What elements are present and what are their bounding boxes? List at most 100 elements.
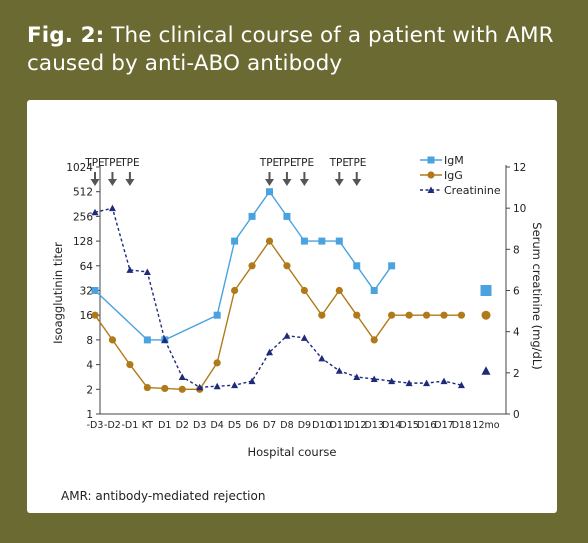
tpe-arrow-head — [282, 179, 292, 186]
tpe-label: TPE — [119, 157, 139, 169]
igg-point — [353, 311, 361, 319]
creatinine-point — [266, 348, 273, 356]
x-axis-label: Hospital course — [247, 445, 336, 459]
creatinine-point — [440, 377, 448, 385]
x-tick-label: D11 — [330, 420, 349, 431]
y-left-tick-label: 512 — [73, 187, 93, 199]
y-right-tick-label: 2 — [513, 368, 520, 380]
y-left-tick-label: 8 — [86, 335, 93, 347]
footnote: AMR: antibody-mediated rejection — [61, 489, 266, 503]
tpe-label: TPE — [329, 157, 349, 169]
creatinine-point — [126, 266, 134, 273]
x-tick-label: -D3 — [87, 420, 104, 431]
creatinine-point — [196, 383, 204, 391]
igg-point — [231, 286, 239, 295]
igg-point — [388, 311, 396, 319]
igg-point — [161, 384, 169, 393]
igm-line — [94, 190, 393, 341]
x-tick-label: D2 — [176, 420, 189, 431]
igm-point — [427, 156, 435, 164]
y-right-tick-label: 0 — [513, 409, 520, 421]
y-right-tick-label: 12 — [513, 162, 526, 174]
x-tick-label: -D1 — [122, 420, 139, 431]
legend-label-creatinine: Creatinine — [444, 184, 501, 197]
tpe-arrow-head — [352, 179, 362, 186]
x-tick-label: D6 — [245, 420, 258, 431]
figure-title-text: The clinical course of a patient with AM… — [27, 23, 554, 76]
igm-point — [231, 237, 239, 245]
creatinine-point — [161, 336, 169, 343]
tpe-arrow-head — [334, 179, 344, 186]
igg-point — [405, 311, 413, 319]
chart-series — [91, 188, 492, 393]
x-tick-label: D16 — [417, 420, 436, 431]
creatinine-point — [178, 373, 186, 380]
creatinine-point — [335, 367, 343, 374]
tpe-arrow-head — [90, 179, 100, 186]
igm-point — [353, 262, 361, 270]
creatinine-point — [283, 332, 291, 339]
y-left-tick-label: 1 — [86, 409, 93, 421]
x-tick-label: D15 — [399, 420, 418, 431]
igg-point — [213, 359, 221, 367]
creatinine-point — [457, 381, 465, 389]
creatinine-point — [423, 379, 431, 387]
tpe-label: TPE — [294, 157, 314, 169]
igg-point — [370, 336, 378, 344]
creatinine-point — [405, 379, 413, 387]
chart-legend: IgM IgG Creatinine — [420, 154, 501, 197]
y-left-tick-label: 256 — [73, 211, 93, 223]
igg-point — [422, 311, 431, 319]
igg-point — [178, 385, 186, 393]
igg-point — [265, 237, 274, 245]
y-axis-label-right: Serum creatinine (mg/dL) — [530, 222, 544, 369]
x-tick-label: D18 — [452, 420, 471, 431]
x-tick-label: D14 — [382, 420, 401, 431]
igm-point — [318, 237, 326, 245]
y-right-tick-label: 4 — [513, 327, 520, 339]
y-right-tick-label: 10 — [513, 203, 526, 215]
igm-point — [388, 262, 396, 270]
igg-point — [143, 383, 151, 392]
chart-panel — [27, 100, 557, 513]
igg-point — [283, 262, 291, 270]
igg-point — [335, 286, 343, 295]
creatinine-line — [94, 207, 462, 388]
x-tick-label: D10 — [312, 420, 331, 431]
creatinine-point — [300, 334, 308, 341]
creatinine-followup-point — [481, 366, 491, 375]
tpe-label: TPE — [102, 157, 122, 169]
y-left-tick-label: 4 — [86, 360, 93, 372]
x-tick-label: D8 — [280, 420, 293, 431]
y-left-tick-label: 16 — [80, 310, 94, 322]
igg-line — [94, 239, 462, 390]
igm-point — [335, 237, 343, 245]
igm-point — [300, 237, 308, 245]
x-tick-label: 12mo — [472, 420, 499, 431]
creatinine-point — [143, 268, 151, 275]
figure-title: Fig. 2: The clinical course of a patient… — [27, 22, 577, 78]
igg-point — [440, 311, 448, 319]
y-right-tick-label: 6 — [513, 286, 520, 298]
igm-point — [283, 212, 291, 220]
tpe-arrow-head — [107, 179, 117, 186]
x-tick-label: KT — [142, 420, 153, 431]
igg-point — [300, 286, 308, 295]
x-tick-label: D9 — [298, 420, 311, 431]
creatinine-point — [388, 377, 396, 385]
igg-point — [108, 336, 117, 344]
creatinine-point — [353, 373, 361, 380]
y-left-tick-label: 2 — [86, 384, 93, 396]
figure-label: Fig. 2: — [27, 23, 105, 48]
tpe-arrow-head — [125, 179, 135, 186]
igm-point — [370, 287, 378, 294]
igm-followup-point — [480, 285, 492, 296]
creatinine-point — [231, 381, 239, 389]
y-left-tick-label: 32 — [80, 286, 93, 298]
tpe-label: TPE — [259, 157, 279, 169]
igg-followup-point — [481, 310, 491, 320]
y-axis-label-left: Isoagglutinin titer — [51, 242, 65, 344]
igg-point — [248, 262, 256, 270]
